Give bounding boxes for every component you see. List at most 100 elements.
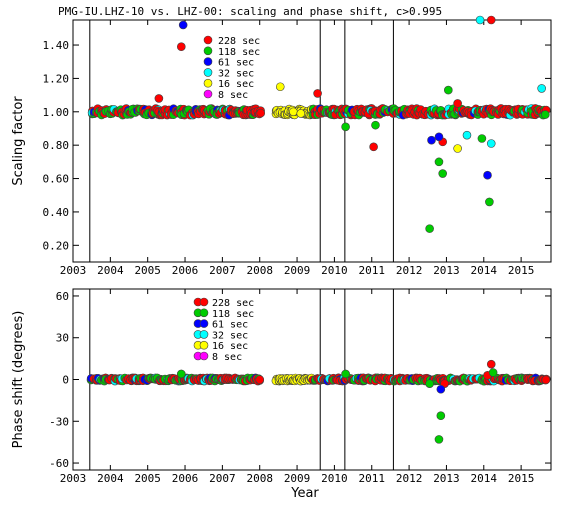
x-tick-label: 2006: [172, 472, 199, 485]
y-tick-label: -30: [49, 415, 69, 428]
legend-marker: [203, 46, 213, 56]
data-point-118-sec: [488, 368, 498, 377]
y-tick-label: 0.40: [43, 206, 70, 219]
data-point: [541, 375, 551, 385]
y-tick-label: 1.40: [43, 39, 70, 52]
data-point: [541, 110, 550, 119]
legend-label: 118 sec: [218, 47, 260, 58]
data-point-118-sec: [477, 134, 487, 143]
legend-label: 228 sec: [218, 36, 260, 47]
legend-marker: [199, 297, 209, 307]
y-axis-title: Scaling factor: [11, 96, 26, 186]
data-point-61-sec: [434, 132, 444, 142]
legend-label: 32 sec: [212, 330, 248, 341]
x-tick-label: 2003: [60, 472, 87, 485]
legend-label: 8 sec: [218, 90, 248, 101]
legend-label: 16 sec: [218, 79, 254, 90]
legend-marker: [203, 68, 213, 77]
y-tick-label: 1.00: [43, 106, 70, 119]
x-tick-label: 2013: [433, 472, 460, 485]
legend-label: 61 sec: [218, 58, 254, 69]
x-tick-label: 2010: [321, 264, 348, 277]
x-tick-label: 2007: [209, 264, 236, 277]
data-point-228-sec: [486, 15, 496, 25]
data-point-118-sec: [434, 157, 444, 167]
data-point: [255, 375, 265, 384]
legend-label: 61 sec: [212, 320, 248, 331]
legend-label: 16 sec: [212, 341, 248, 352]
y-tick-label: 0.60: [43, 173, 70, 186]
data-point-118-sec: [341, 122, 350, 132]
x-tick-label: 2014: [471, 472, 498, 485]
x-tick-label: 2009: [284, 264, 311, 277]
data-point-32-sec: [486, 139, 496, 148]
data-point-228-sec: [176, 42, 186, 52]
data-point-16-sec: [275, 82, 285, 92]
x-tick-label: 2005: [134, 264, 161, 277]
data-point-118-sec: [436, 411, 446, 421]
x-tick-label: 2005: [134, 472, 161, 485]
x-tick-label: 2013: [433, 264, 460, 277]
plot-frame: [72, 19, 552, 263]
x-tick-label: 2011: [359, 472, 386, 485]
x-tick-label: 2006: [172, 264, 199, 277]
data-point-118-sec: [425, 224, 434, 233]
y-tick-label: 0.20: [43, 239, 70, 252]
y-tick-label: 0.80: [43, 139, 70, 152]
data-point-228-sec: [154, 94, 164, 103]
y-tick-label: 0: [62, 374, 69, 387]
x-tick-label: 2011: [359, 264, 386, 277]
x-tick-label: 2004: [97, 264, 124, 277]
data-point-118-sec: [438, 169, 448, 178]
data-point-118-sec: [371, 120, 380, 130]
legend-label: 118 sec: [212, 309, 254, 320]
x-tick-label: 2014: [471, 264, 498, 277]
x-tick-label: 2008: [246, 472, 273, 485]
data-point-16-sec: [453, 144, 462, 153]
y-tick-label: -60: [49, 457, 69, 470]
data-point-61-sec: [436, 384, 446, 394]
data-point-32-sec: [462, 130, 472, 140]
data-point-16-sec: [289, 107, 298, 117]
x-tick-label: 2007: [209, 472, 236, 485]
data-point-118-sec: [434, 435, 444, 444]
legend-marker: [199, 308, 209, 318]
data-point-32-sec: [537, 84, 546, 93]
data-point-118-sec: [444, 85, 453, 95]
chart-title: PMG-IU.LHZ-10 vs. LHZ-00: scaling and ph…: [58, 5, 442, 18]
x-tick-label: 2015: [508, 264, 535, 277]
data-point-61-sec: [483, 170, 492, 180]
data-point-228-sec: [453, 99, 462, 108]
x-tick-label: 2010: [321, 472, 348, 485]
legend-label: 8 sec: [212, 352, 242, 363]
data-point-228-sec: [369, 142, 378, 152]
legend-marker: [199, 330, 209, 339]
data-point: [256, 108, 266, 118]
x-tick-label: 2008: [246, 264, 273, 277]
legend-marker: [199, 319, 209, 328]
data-point-118-sec: [176, 369, 186, 379]
legend-label: 32 sec: [218, 68, 254, 79]
data-point-228-sec: [486, 359, 496, 369]
data-point-118-sec: [425, 379, 434, 388]
bottom-panel: 2003 2004 2005 2006 2007 2008 2009 2010 2011 2012…: [11, 288, 552, 485]
data-point-228-sec: [313, 89, 322, 98]
y-tick-label: 30: [56, 332, 69, 345]
legend-marker: [203, 78, 213, 88]
legend-marker: [203, 89, 213, 99]
x-tick-label: 2003: [60, 264, 87, 277]
y-axis-title: Phase shift (degrees): [11, 311, 26, 449]
y-tick-label: 60: [56, 290, 69, 303]
data-point-118-sec: [485, 197, 494, 207]
legend-marker: [203, 35, 213, 45]
legend-marker: [199, 340, 209, 350]
data-point-61-sec: [178, 20, 188, 30]
x-tick-label: 2012: [396, 472, 423, 485]
y-tick-label: 1.20: [43, 72, 70, 85]
legend-label: 228 sec: [212, 298, 254, 309]
data-point-61-sec: [427, 135, 436, 145]
x-axis-title: Year: [290, 486, 319, 501]
x-tick-label: 2015: [508, 472, 535, 485]
data-point-118-sec: [341, 369, 350, 379]
